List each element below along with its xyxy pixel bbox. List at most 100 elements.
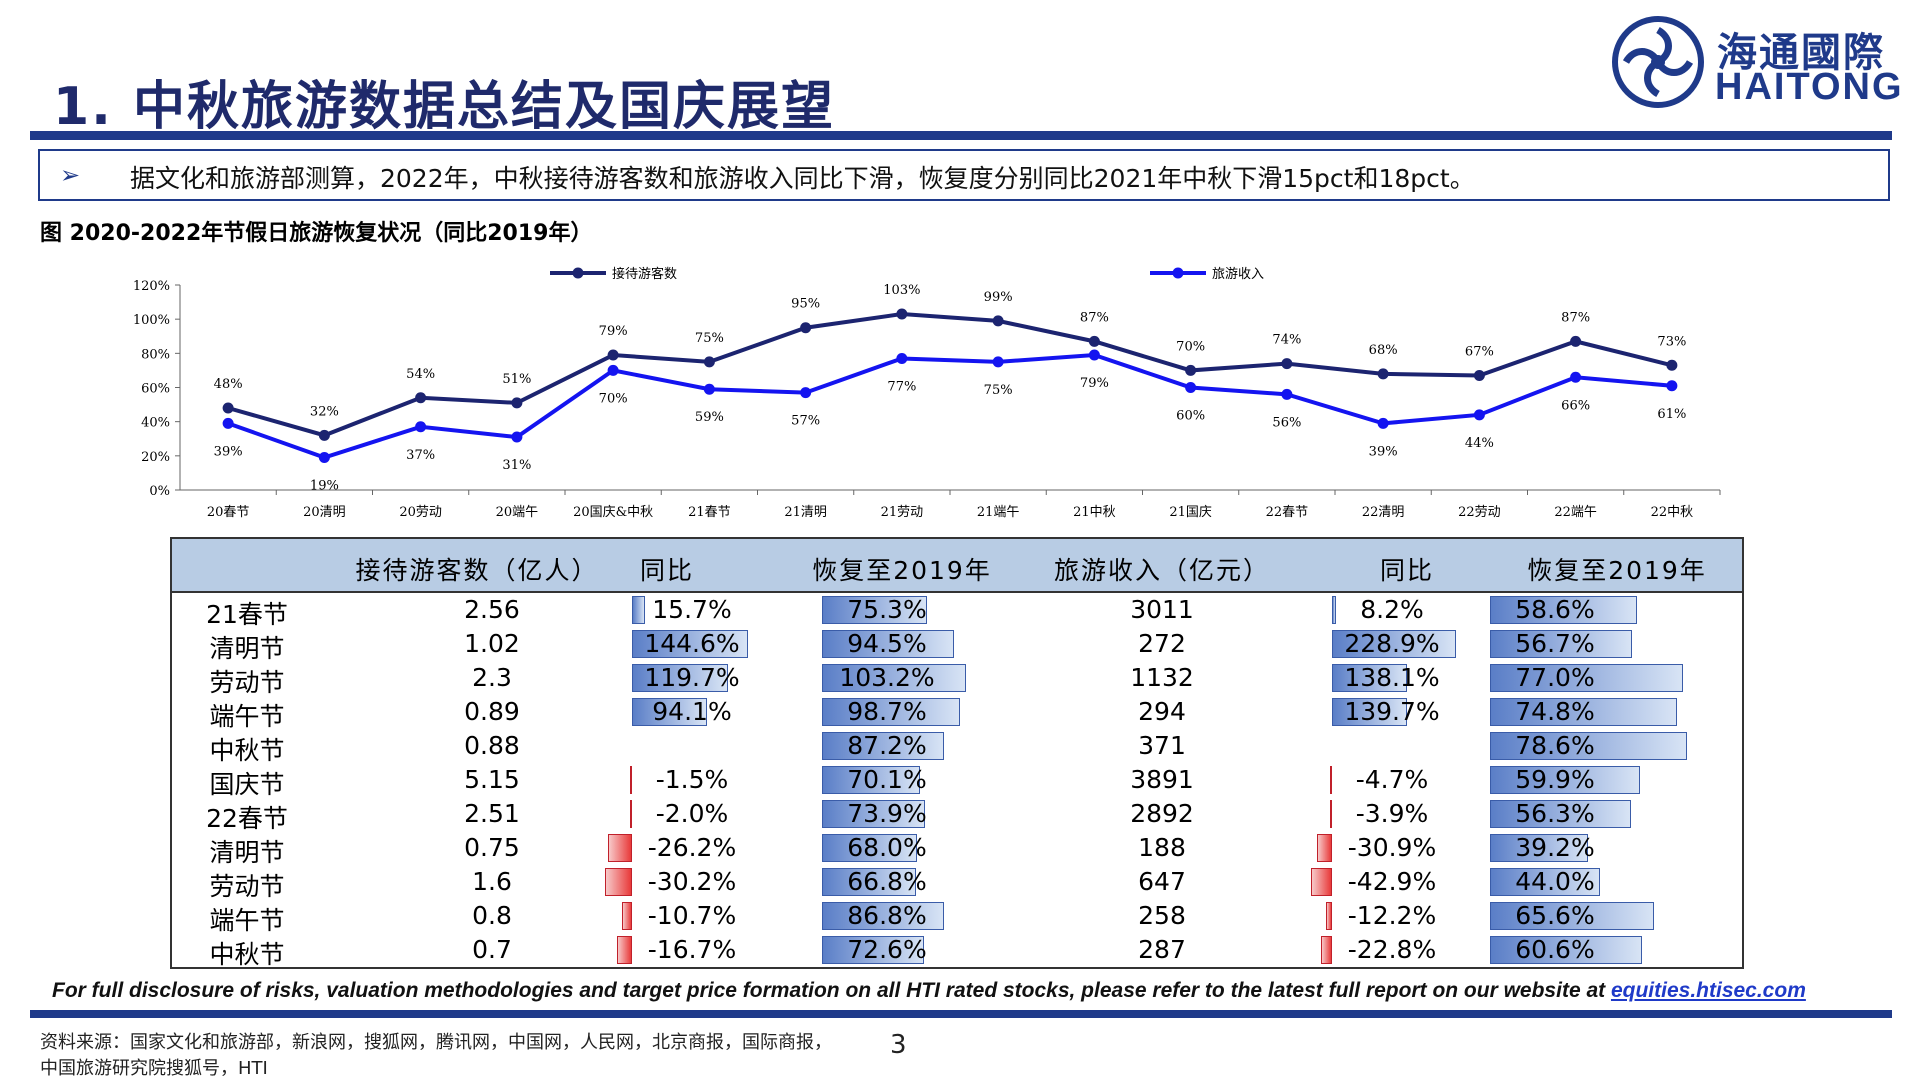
- revenue-recovery-value: 44.0%: [1515, 867, 1595, 896]
- footer-rule: [30, 1010, 1892, 1018]
- data-label: 70%: [1176, 339, 1205, 354]
- revenue-value: 3011: [1130, 595, 1194, 624]
- data-point: [511, 431, 523, 443]
- visitors-recovery-value: 68.0%: [847, 833, 927, 862]
- visitors-recovery-value: 103.2%: [839, 663, 935, 692]
- disclaimer-text: For full disclosure of risks, valuation …: [52, 979, 1611, 1002]
- revenue-recovery-bar: [1490, 664, 1683, 692]
- data-label: 48%: [214, 377, 243, 392]
- data-point: [896, 308, 908, 320]
- y-tick-label: 120%: [133, 279, 170, 294]
- data-label: 60%: [1176, 409, 1205, 424]
- revenue-recovery-value: 65.6%: [1515, 901, 1595, 930]
- revenue-yoy-bar: [1316, 834, 1332, 862]
- revenue-value: 2892: [1130, 799, 1194, 828]
- x-tick-label: 22劳动: [1458, 504, 1501, 520]
- data-point: [1666, 359, 1678, 371]
- data-point: [992, 356, 1004, 368]
- revenue-yoy-bar: [1332, 698, 1408, 726]
- revenue-yoy-value: 8.2%: [1360, 595, 1424, 624]
- data-point: [511, 397, 523, 409]
- header-revenue: 旅游收入（亿元）: [1053, 556, 1270, 585]
- visitors-yoy-value: -10.7%: [647, 901, 737, 930]
- visitors-recovery-bar: [822, 902, 944, 930]
- visitors-recovery-value: 87.2%: [847, 731, 927, 760]
- visitors-recovery-bar: [822, 936, 924, 964]
- revenue-recovery-value: 56.3%: [1515, 799, 1595, 828]
- y-tick-label: 40%: [141, 416, 170, 431]
- summary-box: ➢ 据文化和旅游部测算，2022年，中秋接待游客数和旅游收入同比下滑，恢复度分别…: [38, 149, 1890, 201]
- bullet-arrow-icon: ➢: [60, 161, 81, 189]
- data-point: [1281, 358, 1293, 370]
- revenue-recovery-value: 39.2%: [1515, 833, 1595, 862]
- visitors-yoy-value: -1.5%: [655, 765, 729, 794]
- x-tick-label: 22端午: [1554, 505, 1597, 520]
- data-label: 61%: [1657, 407, 1686, 422]
- revenue-recovery-value: 78.6%: [1515, 731, 1595, 760]
- visitors-value: 0.7: [472, 935, 512, 964]
- legend-label: 旅游收入: [1212, 267, 1264, 282]
- visitors-recovery-bar: [822, 698, 961, 726]
- disclaimer: For full disclosure of risks, valuation …: [52, 979, 1806, 1003]
- visitors-recovery-value: 98.7%: [847, 697, 927, 726]
- data-label: 66%: [1561, 398, 1590, 413]
- data-point: [1185, 382, 1197, 393]
- table-row: 清明节 0.75 -26.2% 68.0% 188 -30.9% 39.2%: [172, 831, 1742, 867]
- data-label: 51%: [502, 372, 531, 387]
- summary-text: 据文化和旅游部测算，2022年，中秋接待游客数和旅游收入同比下滑，恢复度分别同比…: [130, 164, 1475, 193]
- visitors-yoy-bar: [616, 936, 632, 964]
- x-tick-label: 21清明: [784, 505, 827, 520]
- visitors-recovery-value: 73.9%: [847, 799, 927, 828]
- table-row: 22春节 2.51 -2.0% 73.9% 2892 -3.9% 56.3%: [172, 797, 1742, 833]
- revenue-yoy-value: -42.9%: [1347, 867, 1437, 896]
- revenue-yoy-bar: [1332, 630, 1456, 658]
- revenue-recovery-bar: [1490, 732, 1687, 760]
- visitors-yoy-value: -26.2%: [647, 833, 737, 862]
- table-row: 端午节 0.89 94.1% 98.7% 294 139.7% 74.8%: [172, 695, 1742, 731]
- data-label: 44%: [1465, 436, 1494, 451]
- revenue-recovery-value: 58.6%: [1515, 595, 1595, 624]
- data-label: 19%: [310, 479, 339, 494]
- page-number: 3: [890, 1030, 907, 1060]
- visitors-yoy-value: 15.7%: [652, 595, 732, 624]
- visitors-value: 0.75: [464, 833, 520, 862]
- x-tick-label: 21国庆: [1169, 505, 1212, 520]
- revenue-recovery-bar: [1490, 834, 1588, 862]
- data-label: 56%: [1272, 415, 1301, 430]
- data-point: [896, 352, 908, 364]
- revenue-yoy-value: -22.8%: [1347, 935, 1437, 964]
- data-point: [800, 322, 812, 334]
- x-tick-label: 22中秋: [1651, 505, 1694, 520]
- row-label: 清明节: [209, 634, 285, 663]
- data-label: 37%: [406, 448, 435, 463]
- revenue-recovery-value: 59.9%: [1515, 765, 1595, 794]
- website-link[interactable]: equities.htisec.com: [1610, 979, 1806, 1002]
- data-point: [415, 392, 427, 404]
- revenue-recovery-bar: [1490, 630, 1632, 658]
- revenue-value: 272: [1138, 629, 1186, 658]
- revenue-value: 647: [1138, 867, 1186, 896]
- revenue-yoy-bar: [1332, 596, 1337, 624]
- visitors-recovery-bar: [822, 766, 921, 794]
- x-tick-label: 22春节: [1266, 505, 1309, 520]
- data-label: 99%: [984, 290, 1013, 305]
- visitors-recovery-bar: [822, 834, 918, 862]
- x-tick-label: 20春节: [207, 505, 250, 520]
- data-point: [1281, 388, 1293, 400]
- visitors-recovery-bar: [822, 868, 916, 896]
- visitors-yoy-bar: [608, 834, 632, 862]
- table-row: 端午节 0.8 -10.7% 86.8% 258 -12.2% 65.6%: [172, 899, 1742, 935]
- x-tick-label: 21端午: [977, 505, 1020, 520]
- row-label: 21春节: [206, 600, 288, 629]
- legend-marker: [572, 267, 584, 279]
- table-body: 21春节 2.56 15.7% 75.3% 3011 8.2% 58.6% 清明节 1.02 14…: [172, 593, 1742, 969]
- revenue-yoy-value: 228.9%: [1344, 629, 1440, 658]
- data-label: 79%: [599, 324, 628, 339]
- data-label: 87%: [1080, 310, 1109, 325]
- revenue-recovery-value: 74.8%: [1515, 697, 1595, 726]
- data-point: [992, 315, 1004, 327]
- revenue-recovery-value: 77.0%: [1515, 663, 1595, 692]
- revenue-yoy-value: -3.9%: [1355, 799, 1429, 828]
- page-title: 1. 中秋旅游数据总结及国庆展望: [53, 77, 836, 137]
- row-label: 劳动节: [209, 668, 285, 697]
